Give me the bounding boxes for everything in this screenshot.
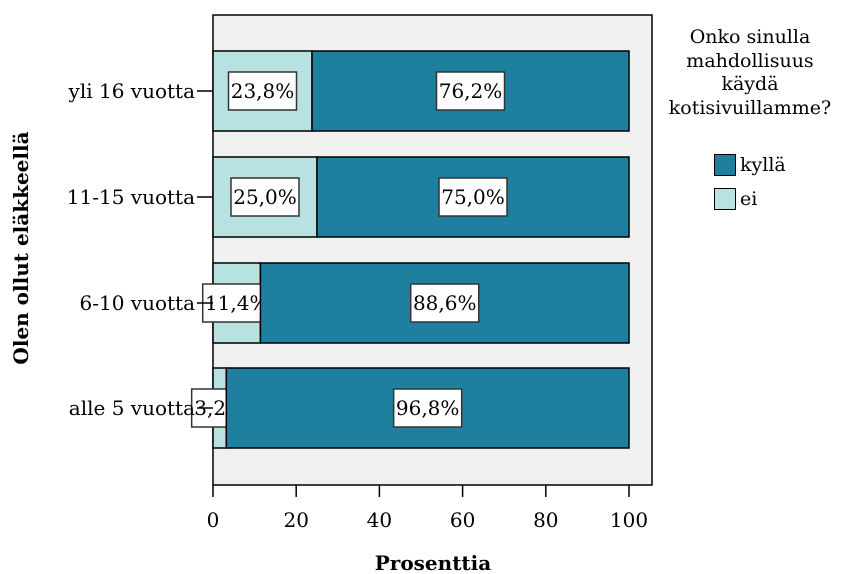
x-tick-label: 20 [283, 508, 308, 532]
data-label-box [438, 177, 508, 217]
x-tick-label: 40 [367, 508, 392, 532]
legend-title: Onko sinulla mahdollisuus käydä kotisivu… [650, 26, 850, 120]
data-label: 96,8% [396, 396, 460, 420]
data-label-box [201, 283, 272, 323]
data-label: 76,2% [439, 79, 503, 103]
data-label-box [230, 177, 300, 217]
data-label: 23,8% [231, 79, 295, 103]
legend-title-line: Onko sinulla [689, 26, 811, 48]
legend-swatch-kylla [714, 154, 736, 176]
y-tick-label: alle 5 vuotta [69, 396, 195, 420]
legend-label-kylla: kyllä [740, 154, 786, 176]
y-tick-label: 11-15 vuotta [67, 185, 195, 209]
bars-group: 23,8% 76,2%25,0% 75,0%11,4% 88,6%3,2% 96,8% [190, 50, 630, 449]
data-label: 75,0% [441, 185, 505, 209]
data-label-box [392, 388, 463, 428]
y-tick-label: 6-10 vuotta [79, 291, 195, 315]
data-label: 25,0% [233, 185, 297, 209]
x-tick-label: 80 [533, 508, 558, 532]
y-tick-label: yli 16 vuotta [68, 79, 196, 103]
legend-title-line: käydä [721, 73, 779, 95]
x-tick-label: 60 [450, 508, 475, 532]
axes-group: yli 16 vuotta 11-15 vuotta 6-10 vuotta alle… [67, 79, 648, 532]
legend-swatch-ei [714, 188, 736, 210]
data-label: 11,4% [205, 291, 269, 315]
data-label-box [227, 71, 298, 111]
legend-title-line: kotisivuillamme? [668, 96, 832, 119]
y-axis-title: Olen ollut eläkkeellä [9, 131, 33, 364]
data-label-box [409, 283, 480, 323]
data-label-box [435, 71, 506, 111]
x-tick-label: 100 [610, 508, 648, 532]
x-axis-title: Prosenttia [375, 551, 492, 574]
x-tick-label: 0 [207, 508, 220, 532]
legend-title-line: mahdollisuus [686, 49, 814, 72]
legend-label-ei: ei [740, 188, 758, 210]
legend-item-ei: ei [714, 186, 757, 212]
data-label: 88,6% [413, 291, 477, 315]
legend-item-kylla: kyllä [714, 152, 786, 178]
